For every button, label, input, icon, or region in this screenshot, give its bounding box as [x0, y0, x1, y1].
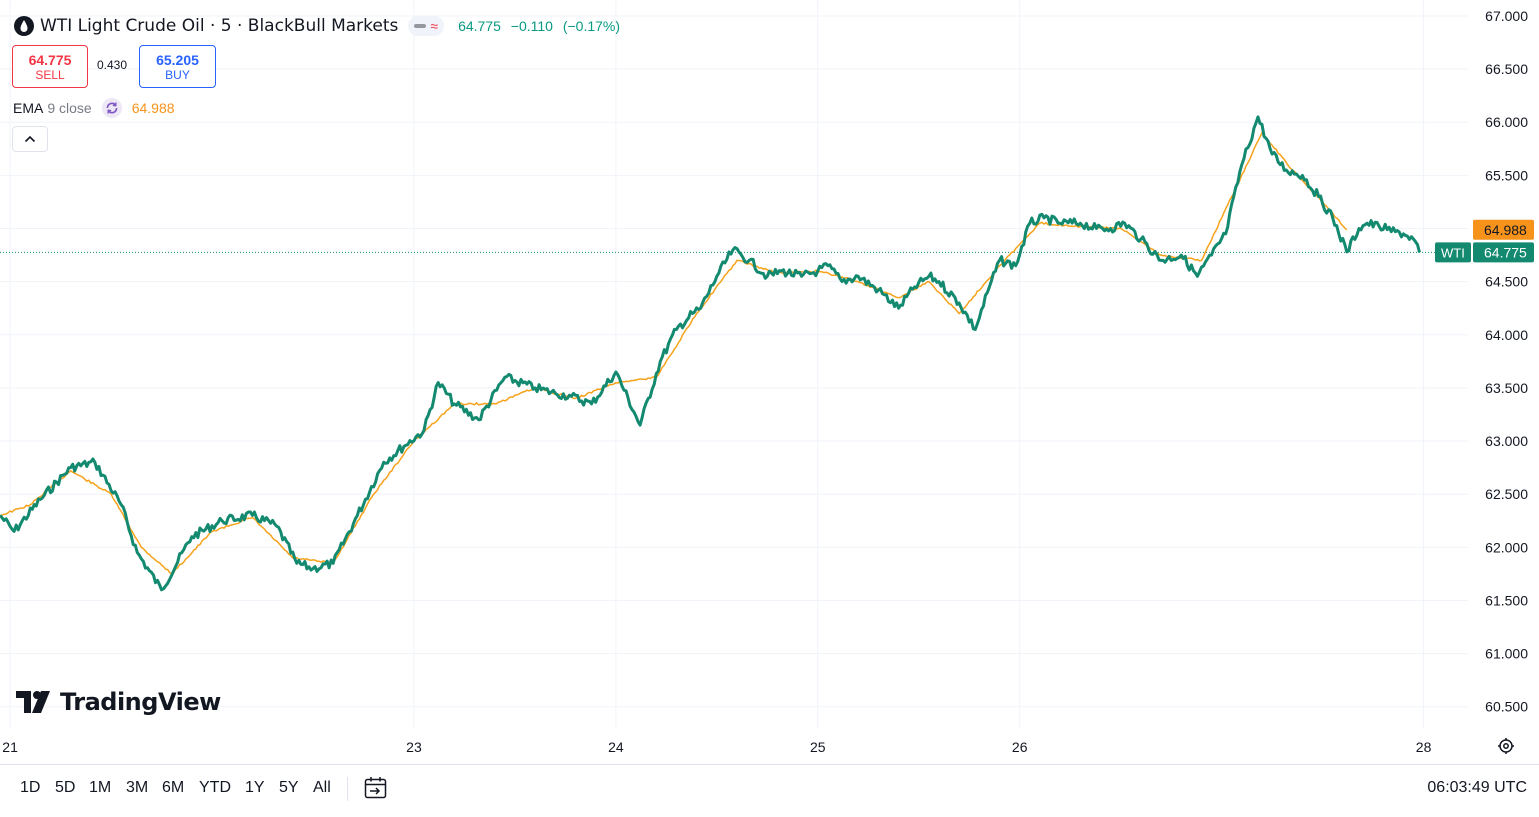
sell-price: 64.775: [28, 51, 72, 68]
timeframe-all[interactable]: All: [313, 779, 331, 796]
buy-button[interactable]: 65.205 BUY: [139, 45, 216, 88]
symbol-tag: WTI: [1441, 245, 1465, 260]
timeframe-6m[interactable]: 6M: [162, 779, 185, 796]
chart-header: WTI Light Crude Oil · 5 · BlackBull Mark…: [14, 14, 620, 38]
ema-value-tag: 64.988: [1473, 219, 1534, 240]
indicator-name: EMA: [13, 100, 44, 116]
y-tick-label: 67.000: [1485, 8, 1528, 24]
utc-clock[interactable]: 06:03:49 UTC: [1427, 779, 1527, 796]
x-tick-label: 28: [1416, 739, 1432, 755]
grid-horizontal: [0, 15, 1468, 708]
x-tick-label: 21: [2, 739, 18, 755]
timeframe-1m[interactable]: 1M: [89, 779, 112, 796]
price-change: −0.110: [510, 18, 553, 34]
grid-vertical: [9, 0, 1425, 728]
timeframe-5d[interactable]: 5D: [55, 779, 76, 796]
wave-icon: ≈: [430, 18, 439, 34]
oil-drop-icon: [14, 16, 34, 36]
x-tick-label: 25: [810, 739, 826, 755]
bottom-toolbar: 1D 5D 1M 3M 6M YTD 1Y 5Y All 06:03:49 UT…: [0, 764, 1539, 813]
quote-summary: 64.775 −0.110 (−0.17%): [458, 18, 620, 34]
timeframe-1d[interactable]: 1D: [20, 779, 41, 796]
y-tick-label: 62.000: [1485, 539, 1528, 555]
market-status-pill[interactable]: ≈: [408, 16, 445, 36]
buy-label: BUY: [165, 67, 190, 82]
price-change-pct: (−0.17%): [562, 18, 621, 34]
symbol-title[interactable]: WTI Light Crude Oil · 5 · BlackBull Mark…: [40, 16, 399, 36]
y-tick-label: 65.500: [1485, 167, 1528, 183]
plot-background: [0, 0, 1539, 764]
ema-refresh-icon[interactable]: [101, 98, 122, 118]
sell-label: SELL: [35, 67, 65, 82]
x-tick-label: 24: [608, 739, 624, 755]
toolbar-divider: [347, 777, 348, 801]
y-tick-label: 61.500: [1485, 592, 1528, 608]
indicator-value: 64.988: [131, 100, 175, 116]
settings-gear-icon[interactable]: [1496, 736, 1516, 756]
x-axis[interactable]: 21 23 24 25 26 28: [2, 739, 1431, 755]
buy-price: 65.205: [156, 51, 199, 68]
y-tick-label: 64.000: [1485, 327, 1528, 343]
sell-button[interactable]: 64.775 SELL: [12, 45, 88, 88]
y-tick-label: 66.000: [1485, 114, 1528, 130]
x-tick-label: 23: [406, 739, 422, 755]
ema-value-label: 64.988: [1484, 222, 1527, 238]
price-value-tag: WTI 64.775: [1435, 242, 1534, 263]
y-tick-label: 61.000: [1485, 646, 1528, 662]
y-tick-label: 64.500: [1485, 274, 1528, 290]
tradingview-logo[interactable]: TradingView: [16, 688, 221, 716]
indicator-params: 9 close: [47, 100, 92, 116]
chevron-up-icon: [24, 135, 36, 143]
timeframe-3m[interactable]: 3M: [126, 779, 149, 796]
y-tick-label: 63.500: [1485, 380, 1528, 396]
collapse-legend-button[interactable]: [12, 126, 48, 152]
y-tick-label: 63.000: [1485, 433, 1528, 449]
y-tick-label: 60.500: [1485, 699, 1528, 715]
y-tick-label: 62.500: [1485, 486, 1528, 502]
spread-value: 0.430: [97, 58, 128, 72]
y-tick-label: 66.500: [1485, 61, 1528, 77]
price-value-label: 64.775: [1484, 244, 1527, 260]
timeframe-1y[interactable]: 1Y: [245, 779, 265, 796]
timeframe-5y[interactable]: 5Y: [279, 779, 299, 796]
tradingview-logo-icon: [16, 691, 50, 713]
logo-wordmark: TradingView: [60, 688, 221, 716]
dash-icon: [414, 24, 427, 28]
x-tick-label: 26: [1012, 739, 1028, 755]
series-ema-line: [0, 131, 1348, 575]
last-price: 64.775: [458, 18, 501, 34]
series-price-line: [0, 115, 1421, 592]
timeframe-ytd[interactable]: YTD: [199, 779, 231, 796]
indicator-legend[interactable]: EMA 9 close 64.988: [13, 98, 175, 118]
calendar-goto-icon[interactable]: [363, 775, 389, 801]
